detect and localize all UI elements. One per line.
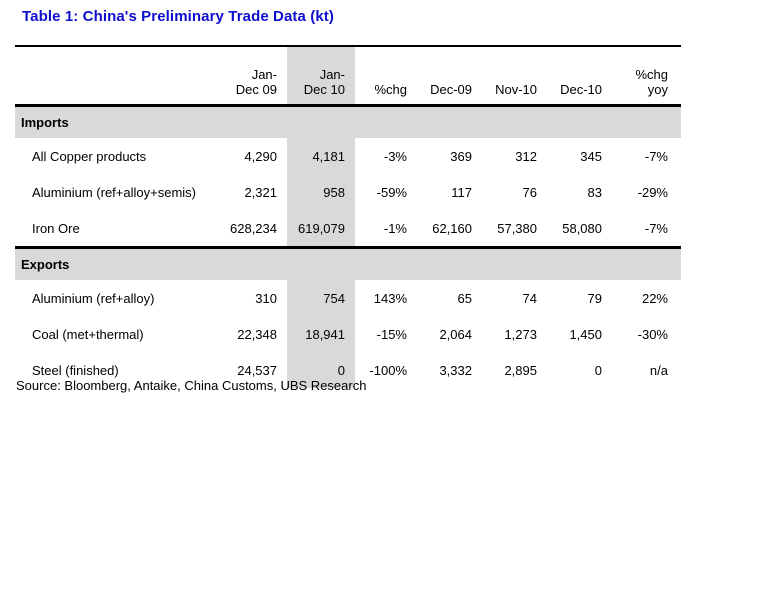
cell-value: 2,321 bbox=[244, 184, 277, 200]
data-row-steel: Steel (finished) 24,537 0 -100% 3,332 2,… bbox=[15, 352, 681, 388]
column-header-line1: Jan- bbox=[319, 67, 345, 82]
cell-value: 754 bbox=[323, 290, 345, 306]
column-header-line1: %chg bbox=[635, 67, 668, 82]
cell-value: 310 bbox=[255, 290, 277, 306]
cell-value: 628,234 bbox=[230, 220, 277, 236]
column-header-line2: %chg bbox=[374, 82, 407, 97]
cell-value: 619,079 bbox=[298, 220, 345, 236]
cell-value: -59% bbox=[376, 184, 407, 200]
source-note: Source: Bloomberg, Antaike, China Custom… bbox=[16, 378, 367, 393]
cell-value: 79 bbox=[587, 290, 602, 306]
cell-value: 58,080 bbox=[562, 220, 602, 236]
row-label: Steel (finished) bbox=[32, 362, 119, 378]
cell-value: -3% bbox=[383, 148, 407, 164]
cell-value: n/a bbox=[649, 362, 668, 378]
cell-value: 0 bbox=[337, 362, 345, 378]
section-row-exports: Exports bbox=[15, 246, 681, 280]
column-header-line2: Dec 10 bbox=[303, 82, 345, 97]
cell-value: -100% bbox=[369, 362, 407, 378]
cell-value: 22% bbox=[641, 290, 668, 306]
cell-value: 2,064 bbox=[439, 326, 472, 342]
cell-value: -29% bbox=[637, 184, 668, 200]
column-header-jandec10: Jan- Dec 10 bbox=[287, 46, 355, 107]
column-header-line2: Nov-10 bbox=[495, 82, 537, 97]
column-header-jandec09: Jan- Dec 09 bbox=[215, 46, 287, 107]
column-header-line2: Dec-09 bbox=[430, 82, 472, 97]
cell-value: 3,332 bbox=[439, 362, 472, 378]
cell-value: 312 bbox=[515, 148, 537, 164]
column-header-line2: yoy bbox=[647, 82, 668, 97]
cell-value: 1,273 bbox=[504, 326, 537, 342]
data-row-copper: All Copper products 4,290 4,181 -3% 369 … bbox=[15, 138, 681, 174]
cell-value: 143% bbox=[373, 290, 407, 306]
cell-value: 24,537 bbox=[237, 362, 277, 378]
column-header-line1: Jan- bbox=[251, 67, 277, 82]
cell-value: 74 bbox=[522, 290, 537, 306]
cell-value: 18,941 bbox=[305, 326, 345, 342]
header-row: Jan- Dec 09 Jan- Dec 10 %chg Dec-09 bbox=[15, 46, 681, 107]
cell-value: 369 bbox=[450, 148, 472, 164]
row-label: Iron Ore bbox=[32, 220, 80, 236]
cell-value: 117 bbox=[451, 184, 472, 200]
cell-value: -7% bbox=[644, 220, 668, 236]
cell-value: 62,160 bbox=[432, 220, 472, 236]
cell-value: 57,380 bbox=[497, 220, 537, 236]
section-label: Imports bbox=[15, 105, 681, 138]
cell-value: 22,348 bbox=[237, 326, 277, 342]
column-header-line2: Dec 09 bbox=[235, 82, 277, 97]
cell-value: 2,895 bbox=[504, 362, 537, 378]
cell-value: 76 bbox=[522, 184, 537, 200]
cell-value: -7% bbox=[644, 148, 668, 164]
column-header-dec09: Dec-09 bbox=[417, 46, 482, 107]
section-label: Exports bbox=[15, 246, 681, 280]
cell-value: 345 bbox=[580, 148, 602, 164]
section-row-imports: Imports bbox=[15, 105, 681, 138]
trade-data-table: Jan- Dec 09 Jan- Dec 10 %chg Dec-09 bbox=[15, 45, 681, 388]
cell-value: 4,290 bbox=[244, 148, 277, 164]
data-row-coal: Coal (met+thermal) 22,348 18,941 -15% 2,… bbox=[15, 316, 681, 352]
cell-value: 65 bbox=[457, 290, 472, 306]
data-row-iron-ore: Iron Ore 628,234 619,079 -1% 62,160 57,3… bbox=[15, 210, 681, 248]
table-title: Table 1: China's Preliminary Trade Data … bbox=[22, 8, 334, 25]
data-row-aluminium-imports: Aluminium (ref+alloy+semis) 2,321 958 -5… bbox=[15, 174, 681, 210]
column-header-pctchg: %chg bbox=[355, 46, 417, 107]
column-header-pctchg-yoy: %chg yoy bbox=[612, 46, 681, 107]
row-label: Aluminium (ref+alloy) bbox=[32, 290, 155, 306]
cell-value: 1,450 bbox=[569, 326, 602, 342]
cell-value: 4,181 bbox=[312, 148, 345, 164]
column-header-line2: Dec-10 bbox=[560, 82, 602, 97]
column-header-nov10: Nov-10 bbox=[482, 46, 547, 107]
cell-value: 958 bbox=[323, 184, 345, 200]
cell-value: 83 bbox=[587, 184, 602, 200]
row-label: Coal (met+thermal) bbox=[32, 326, 144, 342]
data-row-aluminium-exports: Aluminium (ref+alloy) 310 754 143% 65 74… bbox=[15, 280, 681, 316]
cell-value: -30% bbox=[637, 326, 668, 342]
row-label: Aluminium (ref+alloy+semis) bbox=[32, 184, 196, 200]
column-header-blank bbox=[15, 46, 215, 107]
table-header: Jan- Dec 09 Jan- Dec 10 %chg Dec-09 bbox=[15, 46, 681, 107]
column-header-dec10: Dec-10 bbox=[547, 46, 612, 107]
cell-value: -15% bbox=[376, 326, 407, 342]
row-label: All Copper products bbox=[32, 148, 147, 164]
cell-value: 0 bbox=[594, 362, 602, 378]
cell-value: -1% bbox=[383, 220, 407, 236]
